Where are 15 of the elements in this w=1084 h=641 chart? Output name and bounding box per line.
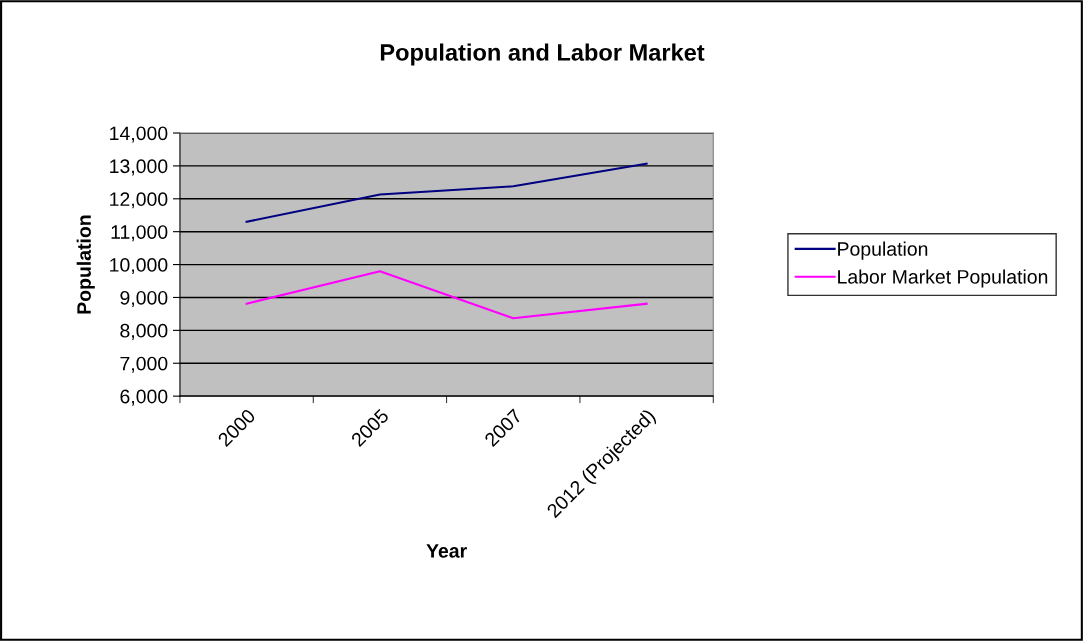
y-tick-label: 13,000 bbox=[110, 159, 168, 176]
y-tick-label: 9,000 bbox=[120, 290, 168, 307]
y-tick-label: 8,000 bbox=[120, 323, 168, 340]
y-axis-title: Population bbox=[76, 215, 95, 314]
y-tick-label: 12,000 bbox=[110, 192, 168, 209]
y-tick-label: 14,000 bbox=[110, 126, 168, 143]
legend-label: Labor Market Population bbox=[838, 269, 1048, 288]
x-axis-title: Year bbox=[426, 544, 467, 558]
chart-title: Population and Labor Market bbox=[380, 43, 705, 66]
y-tick-label: 6,000 bbox=[120, 389, 168, 406]
y-tick-label: 10,000 bbox=[110, 258, 168, 275]
legend-label: Population bbox=[838, 241, 928, 260]
y-tick-label: 7,000 bbox=[120, 356, 168, 373]
y-tick-label: 11,000 bbox=[111, 225, 168, 242]
line-series bbox=[245, 162, 648, 223]
